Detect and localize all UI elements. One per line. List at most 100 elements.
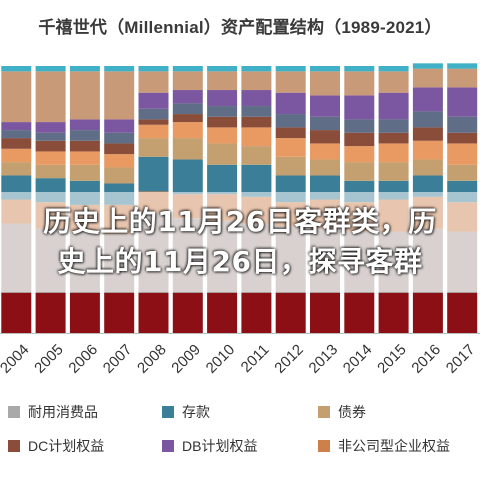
- bar-segment: [173, 66, 203, 71]
- bar-segment: [70, 151, 100, 164]
- bar-segment: [413, 293, 443, 333]
- bar-segment: [36, 66, 66, 71]
- bar-segment: [36, 151, 66, 164]
- bar-segment: [344, 71, 374, 95]
- bar-segment: [276, 114, 306, 127]
- legend-item: 非公司型企业权益: [318, 436, 450, 456]
- bar-segment: [104, 167, 134, 183]
- bar-segment: [139, 66, 169, 71]
- bar-segment: [173, 114, 203, 122]
- x-tick-label: 2014: [340, 341, 376, 377]
- overlay-line-2: 史上的11月26日，探寻客群: [58, 242, 423, 282]
- bar-segment: [207, 66, 237, 71]
- bar-segment: [70, 293, 100, 333]
- bar-segment: [36, 165, 66, 178]
- bar-segment: [413, 87, 443, 111]
- x-tick-label: 2009: [168, 341, 204, 377]
- x-tick-label: 2006: [65, 341, 101, 377]
- chart-title: 千禧世代（Millennial）资产配置结构（1989-2021）: [0, 0, 480, 50]
- bar-segment: [139, 157, 169, 192]
- legend-swatch: [162, 440, 174, 452]
- bar-segment: [139, 125, 169, 138]
- bar-segment: [70, 119, 100, 130]
- bar-segment: [139, 109, 169, 120]
- bar-segment: [104, 66, 134, 71]
- legend-label: 存款: [182, 402, 210, 422]
- bar-segment: [276, 93, 306, 114]
- legend-item: 耐用消费品: [8, 402, 98, 422]
- bar-segment: [447, 69, 477, 88]
- bar-segment: [379, 162, 409, 181]
- bar-segment: [344, 162, 374, 181]
- bar-segment: [241, 66, 271, 71]
- x-tick-label: 2007: [100, 341, 136, 377]
- bar-segment: [447, 165, 477, 181]
- bar-segment: [104, 143, 134, 154]
- legend-label: 非公司型企业权益: [338, 436, 450, 456]
- bar-segment: [379, 143, 409, 162]
- x-tick-label: 2016: [408, 341, 444, 377]
- bar-segment: [139, 71, 169, 92]
- bar-segment: [139, 93, 169, 109]
- bar-segment: [344, 293, 374, 333]
- legend-swatch: [318, 406, 330, 418]
- bar-segment: [1, 293, 31, 333]
- bar-segment: [104, 133, 134, 144]
- bar-segment: [207, 90, 237, 106]
- bar-segment: [447, 293, 477, 333]
- bar-segment: [447, 133, 477, 144]
- bar-segment: [344, 95, 374, 119]
- bar-segment: [344, 133, 374, 146]
- bar-segment: [36, 293, 66, 333]
- bar-segment: [447, 117, 477, 133]
- chart-legend: 耐用消费品 存款 债券 DC计划权益 DB计划权益 非公司型企业权益: [0, 392, 480, 480]
- bar-segment: [379, 71, 409, 92]
- bar-segment: [1, 71, 31, 122]
- bar-segment: [276, 138, 306, 157]
- bar-segment: [310, 143, 340, 159]
- x-tick-label: 2017: [443, 341, 479, 377]
- bar-segment: [276, 157, 306, 176]
- bar-segment: [70, 141, 100, 152]
- bar-segment: [241, 106, 271, 117]
- bar-segment: [70, 130, 100, 141]
- legend-swatch: [318, 440, 330, 452]
- bar-segment: [173, 293, 203, 333]
- bar-segment: [207, 143, 237, 164]
- bar-segment: [139, 138, 169, 157]
- bar-segment: [70, 71, 100, 119]
- legend-item: 债券: [318, 402, 366, 422]
- legend-label: DB计划权益: [182, 436, 257, 456]
- bar-segment: [241, 117, 271, 128]
- bar-segment: [310, 293, 340, 333]
- bar-segment: [70, 165, 100, 181]
- bar-segment: [310, 71, 340, 95]
- x-tick-label: 2005: [31, 341, 67, 377]
- x-tick-label: 2004: [0, 341, 32, 377]
- bar-segment: [104, 154, 134, 167]
- caption-overlay: 历史上的11月26日客群类，历 史上的11月26日，探寻客群: [0, 192, 480, 292]
- bar-segment: [207, 293, 237, 333]
- bar-segment: [241, 71, 271, 90]
- bar-segment: [207, 127, 237, 143]
- overlay-line-1: 历史上的11月26日客群类，历: [43, 202, 436, 242]
- x-tick-label: 2012: [271, 341, 307, 377]
- bar-segment: [36, 141, 66, 152]
- bar-segment: [1, 149, 31, 162]
- bar-segment: [241, 90, 271, 106]
- bar-segment: [413, 141, 443, 160]
- bar-segment: [310, 66, 340, 71]
- bar-segment: [70, 66, 100, 71]
- bar-segment: [241, 293, 271, 333]
- bar-segment: [447, 143, 477, 164]
- bar-segment: [379, 293, 409, 333]
- bar-segment: [413, 159, 443, 175]
- legend-label: 债券: [338, 402, 366, 422]
- bar-segment: [276, 127, 306, 138]
- bar-segment: [173, 122, 203, 138]
- bar-segment: [1, 122, 31, 130]
- bar-segment: [310, 159, 340, 175]
- bar-segment: [139, 293, 169, 333]
- bar-segment: [379, 66, 409, 71]
- legend-swatch: [8, 440, 20, 452]
